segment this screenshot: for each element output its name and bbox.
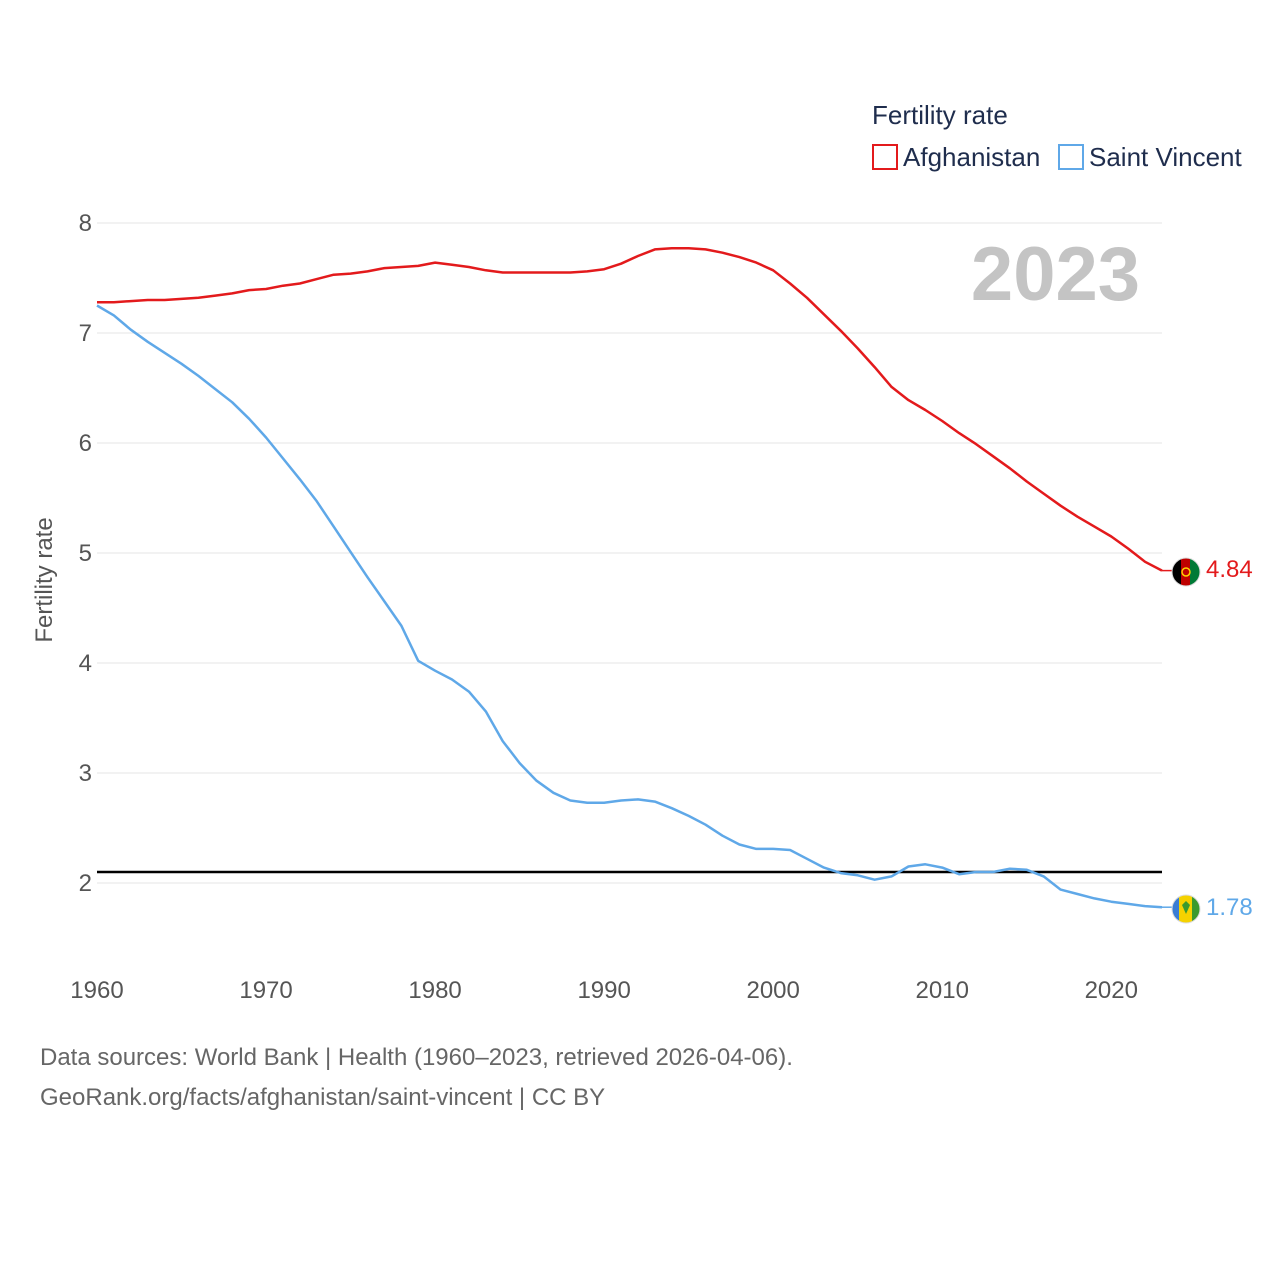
legend-label-saint-vincent[interactable]: Saint Vincent — [1089, 142, 1243, 172]
x-tick-label: 2010 — [916, 977, 969, 1004]
legend-title: Fertility rate — [872, 100, 1008, 130]
series-line-afghanistan — [97, 247, 1163, 572]
series-lines — [96, 247, 1172, 909]
afghanistan-flag-border — [1171, 557, 1201, 587]
y-axis-ticks: 2 3 4 5 6 7 8 — [79, 210, 92, 897]
y-tick-label: 3 — [79, 760, 92, 787]
gridlines — [97, 222, 1162, 884]
y-tick-label: 2 — [79, 870, 92, 897]
x-tick-label: 1990 — [577, 977, 630, 1004]
footer-sources: Data sources: World Bank | Health (1960–… — [40, 1044, 793, 1071]
x-tick-label: 1960 — [70, 977, 123, 1004]
y-tick-label: 6 — [79, 430, 92, 457]
end-label-afghanistan: 4.84 — [1206, 556, 1253, 583]
legend-label-afghanistan[interactable]: Afghanistan — [903, 142, 1040, 172]
footer-attribution[interactable]: GeoRank.org/facts/afghanistan/saint-vinc… — [40, 1084, 606, 1111]
x-tick-label: 1970 — [239, 977, 292, 1004]
saint-vincent-flag-border — [1171, 894, 1201, 924]
x-tick-label: 2020 — [1085, 977, 1138, 1004]
series-line-saint-vincent — [96, 304, 1163, 909]
y-tick-label: 5 — [79, 540, 92, 567]
y-tick-label: 7 — [79, 320, 92, 347]
year-label: 2023 — [971, 232, 1140, 317]
end-label-saint-vincent: 1.78 — [1206, 894, 1253, 921]
legend-swatch-afghanistan[interactable] — [872, 144, 898, 170]
x-tick-label: 2000 — [746, 977, 799, 1004]
legend: Fertility rate Afghanistan Saint Vincent — [872, 100, 1243, 172]
x-axis-ticks: 1960 1970 1980 1990 2000 2010 2020 — [70, 977, 1138, 1004]
saint-vincent-flag-icon — [1172, 895, 1200, 923]
afghanistan-flag-icon — [1172, 558, 1200, 586]
y-tick-label: 8 — [79, 210, 92, 237]
y-tick-label: 4 — [79, 650, 92, 677]
legend-swatch-saint-vincent[interactable] — [1058, 144, 1084, 170]
x-tick-label: 1980 — [408, 977, 461, 1004]
y-axis-label: Fertility rate — [31, 517, 58, 642]
